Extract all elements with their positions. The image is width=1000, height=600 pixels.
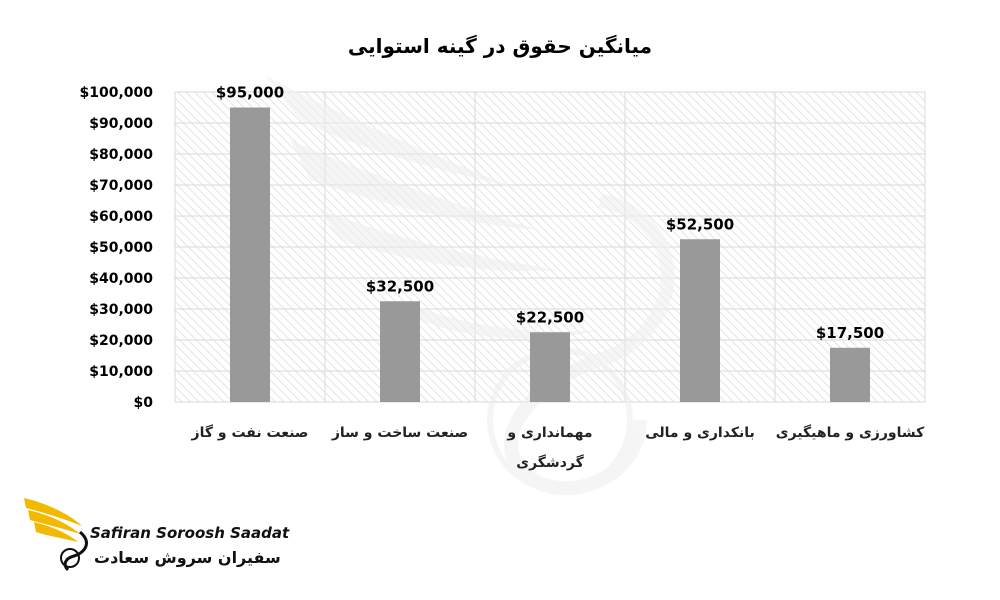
data-label: $17,500 [816, 324, 884, 342]
y-tick-label: $80,000 [89, 147, 153, 163]
y-tick-label: $10,000 [89, 364, 153, 380]
logo: Safiran Soroosh Saadat سفیران سروش سعادت [22, 492, 292, 582]
bar [530, 332, 570, 402]
x-category-label: بانکداری و مالی [645, 425, 755, 441]
x-category-label: صنعت ساخت و ساز [331, 425, 469, 441]
wing-logo-icon [24, 498, 88, 572]
x-category-label: صنعت نفت و گاز [191, 425, 309, 441]
bar [380, 301, 420, 402]
data-labels: $95,000 $32,500 $22,500 $52,500 $17,500 [216, 84, 884, 342]
x-category-label: مهمانداری و گردشگری [507, 425, 593, 471]
bars [230, 107, 870, 402]
data-label: $22,500 [516, 308, 584, 326]
y-tick-label: $90,000 [89, 116, 153, 132]
data-label: $32,500 [366, 277, 434, 295]
bar [830, 347, 870, 402]
gridlines [174, 91, 926, 403]
x-category-label: کشاورزی و ماهیگیری [775, 425, 925, 441]
y-tick-label: $30,000 [89, 302, 153, 318]
y-tick-label: $0 [134, 395, 154, 411]
logo-name-en: Safiran Soroosh Saadat [90, 524, 290, 542]
data-label: $95,000 [216, 84, 284, 102]
logo-name-fa: سفیران سروش سعادت [94, 548, 281, 567]
chart-title: میانگین حقوق در گینه استوایی [347, 34, 653, 58]
y-axis-ticks: $0 $10,000 $20,000 $30,000 $40,000 $50,000 $60… [79, 85, 153, 411]
y-tick-label: $60,000 [89, 209, 153, 225]
data-label: $52,500 [666, 215, 734, 233]
y-tick-label: $50,000 [89, 240, 153, 256]
bar [680, 239, 720, 402]
bar [230, 107, 270, 402]
y-tick-label: $40,000 [89, 271, 153, 287]
y-tick-label: $100,000 [79, 85, 153, 101]
y-tick-label: $20,000 [89, 333, 153, 349]
y-tick-label: $70,000 [89, 178, 153, 194]
